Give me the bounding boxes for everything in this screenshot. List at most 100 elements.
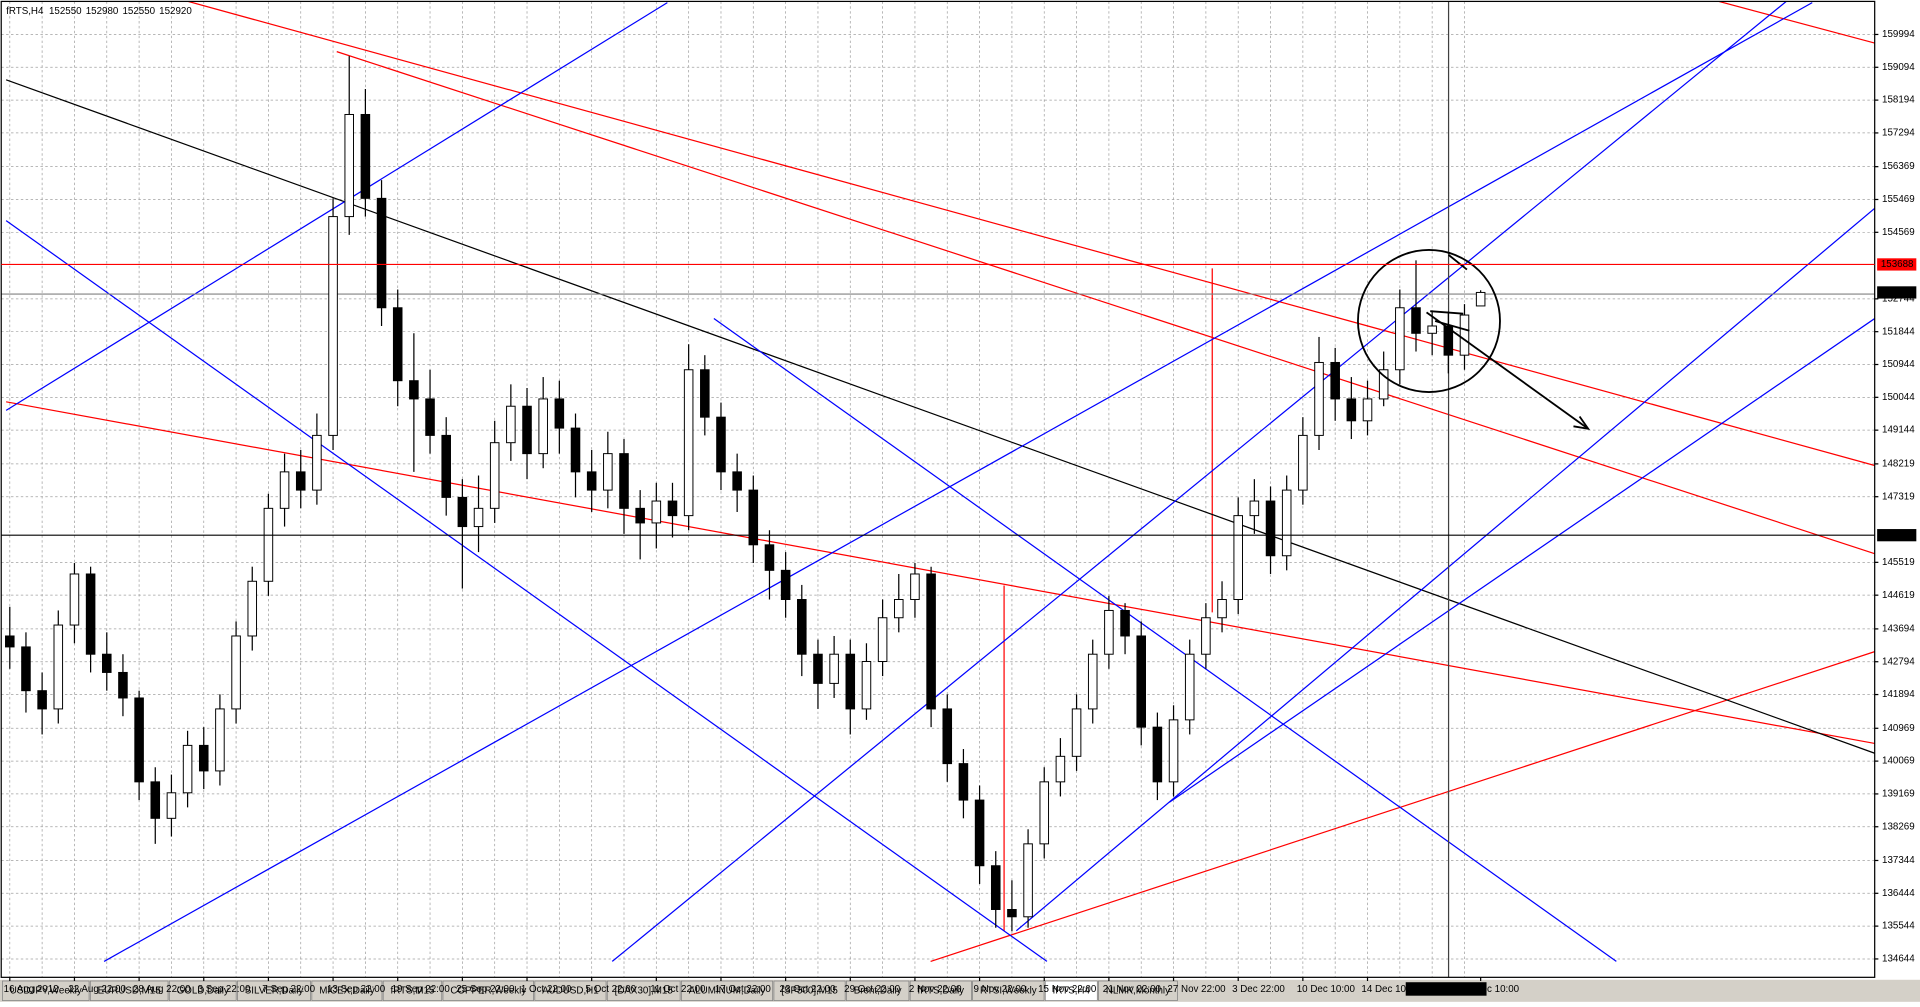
tab[interactable]: SILVER,Daily — [237, 980, 311, 1001]
tab-background[interactable] — [382, 980, 443, 1001]
tab[interactable]: fRTS,Daily — [909, 980, 972, 1001]
candle-body — [1475, 291, 1486, 307]
candle-body — [360, 113, 371, 199]
tab-label[interactable]: USDJPY,Weekly — [10, 985, 82, 996]
tab-label[interactable]: RTSI,Weekly — [980, 985, 1037, 996]
tab-label[interactable]: fRTS,Daily — [918, 985, 965, 996]
tab-label[interactable]: NLMK,Monthly — [1106, 985, 1170, 996]
tab-background[interactable] — [1098, 980, 1178, 1001]
candle-body — [425, 398, 435, 436]
candle-body — [990, 865, 1001, 910]
tab-background[interactable] — [680, 980, 774, 1001]
x-tick-label: 14 Dec 10:00 — [1361, 984, 1420, 995]
tab-background[interactable] — [168, 980, 237, 1001]
price-label: 146264 — [1881, 530, 1914, 541]
x-tick-label: 3 Sep 22:00 — [198, 984, 251, 995]
candle-body — [974, 799, 985, 867]
x-tick-label: 1 Oct 22:00 — [521, 984, 572, 995]
trendline — [611, 1, 1788, 962]
candle-body — [198, 744, 209, 772]
tab-label[interactable]: ALUMINUM,Daily — [689, 985, 766, 996]
tab-label[interactable]: [SP500],M15 — [781, 985, 838, 996]
tab-label[interactable]: Brent,Daily — [854, 985, 902, 996]
x-tick-label: 15 Nov 22:00 — [1038, 984, 1097, 995]
tab[interactable]: USDJPY,Weekly — [2, 980, 90, 1001]
tab[interactable]: RTSI,Weekly — [972, 980, 1045, 1001]
trendline — [1169, 318, 1875, 803]
tab[interactable]: [DAX30],M15 — [606, 980, 681, 1001]
tab-label[interactable]: EURUSD,M15 — [98, 985, 162, 996]
candle-body — [1314, 361, 1324, 436]
tab[interactable]: COPPER,Weekly — [442, 980, 534, 1001]
tab-label[interactable]: SILVER,Daily — [245, 985, 304, 996]
y-tick-label: 145519 — [1882, 557, 1915, 568]
y-tick-label: 135544 — [1882, 921, 1915, 932]
price-label-box — [1877, 286, 1917, 299]
candle-body — [845, 653, 856, 710]
x-tick-label: 17 Oct 22:00 — [715, 984, 772, 995]
y-tick-label: 140069 — [1882, 756, 1915, 767]
tab[interactable]: [SP500],M15 — [773, 980, 846, 1001]
tab-background[interactable] — [972, 980, 1045, 1001]
y-tick-label: 155469 — [1882, 194, 1915, 205]
candle-body — [489, 442, 500, 509]
tab-label[interactable]: MICEX,Daily — [319, 985, 375, 996]
tab-background[interactable] — [237, 980, 311, 1001]
trendline — [930, 651, 1875, 962]
tab-background[interactable] — [311, 980, 383, 1001]
tab-background[interactable] — [606, 980, 681, 1001]
tab-background[interactable] — [773, 980, 846, 1001]
tab[interactable]: EURUSD,M15 — [89, 980, 169, 1001]
x-tick-label: 21 Nov 22:00 — [1103, 984, 1162, 995]
tab[interactable]: MICEX,Daily — [311, 980, 383, 1001]
x-tick-label: 11 Oct 22:00 — [650, 984, 706, 995]
tab-background[interactable] — [2, 980, 90, 1001]
x-tick-label: 13 Sep 22:00 — [327, 984, 386, 995]
candle-body — [1411, 307, 1421, 334]
tab-label[interactable]: COPPER,Weekly — [450, 985, 526, 996]
y-tick-label: 144619 — [1882, 590, 1915, 601]
candle-body — [457, 496, 468, 528]
y-tick-label: 142794 — [1882, 656, 1915, 667]
tab-background[interactable] — [909, 980, 972, 1001]
candle-body — [21, 646, 31, 692]
tab-background[interactable] — [89, 980, 169, 1001]
tab-background[interactable] — [1044, 980, 1098, 1001]
tab[interactable]: fRTS,M15 — [382, 980, 443, 1001]
tab-label[interactable]: fRTS,H4 — [1053, 985, 1091, 996]
candle-body — [813, 653, 823, 684]
tab-label[interactable]: fRTS,M15 — [391, 985, 435, 996]
candle-body — [182, 744, 193, 794]
tab-background[interactable] — [846, 980, 910, 1001]
candle-body — [409, 380, 419, 400]
tab-background[interactable] — [534, 980, 607, 1001]
candle-body — [586, 471, 597, 491]
trendline — [336, 51, 1875, 555]
tab-background[interactable] — [442, 980, 534, 1001]
candle-body — [926, 573, 936, 710]
y-tick-label: 149144 — [1882, 425, 1915, 436]
tab[interactable]: GOLD,Daily — [168, 980, 237, 1001]
tab-label[interactable]: AUDUSD,H1 — [542, 985, 599, 996]
tab[interactable]: fRTS,H4 — [1044, 980, 1098, 1001]
trendline — [713, 318, 1617, 962]
tab[interactable]: AUDUSD,H1 — [534, 980, 607, 1001]
candle-body — [1184, 653, 1195, 721]
candle-body — [1346, 398, 1357, 422]
candle-body — [1378, 369, 1389, 400]
tab-label[interactable]: GOLD,Daily — [177, 985, 229, 996]
candle-body — [958, 763, 969, 801]
trendline — [185, 1, 1875, 467]
candle-body — [247, 580, 258, 637]
x-tick-label: 28 Aug 22:00 — [133, 984, 191, 995]
x-tick-label: 3 Dec 22:00 — [1232, 984, 1285, 995]
trendline — [5, 220, 1048, 962]
candle-body — [118, 671, 128, 699]
candle-body — [1039, 781, 1050, 845]
tab-label[interactable]: [DAX30],M15 — [615, 985, 674, 996]
tab[interactable]: ALUMINUM,Daily — [680, 980, 774, 1001]
tab[interactable]: Brent,Daily — [846, 980, 910, 1001]
tab[interactable]: NLMK,Monthly — [1098, 980, 1178, 1001]
candle-body — [700, 369, 710, 418]
x-tick-label: 23 Oct 22:00 — [780, 984, 837, 995]
